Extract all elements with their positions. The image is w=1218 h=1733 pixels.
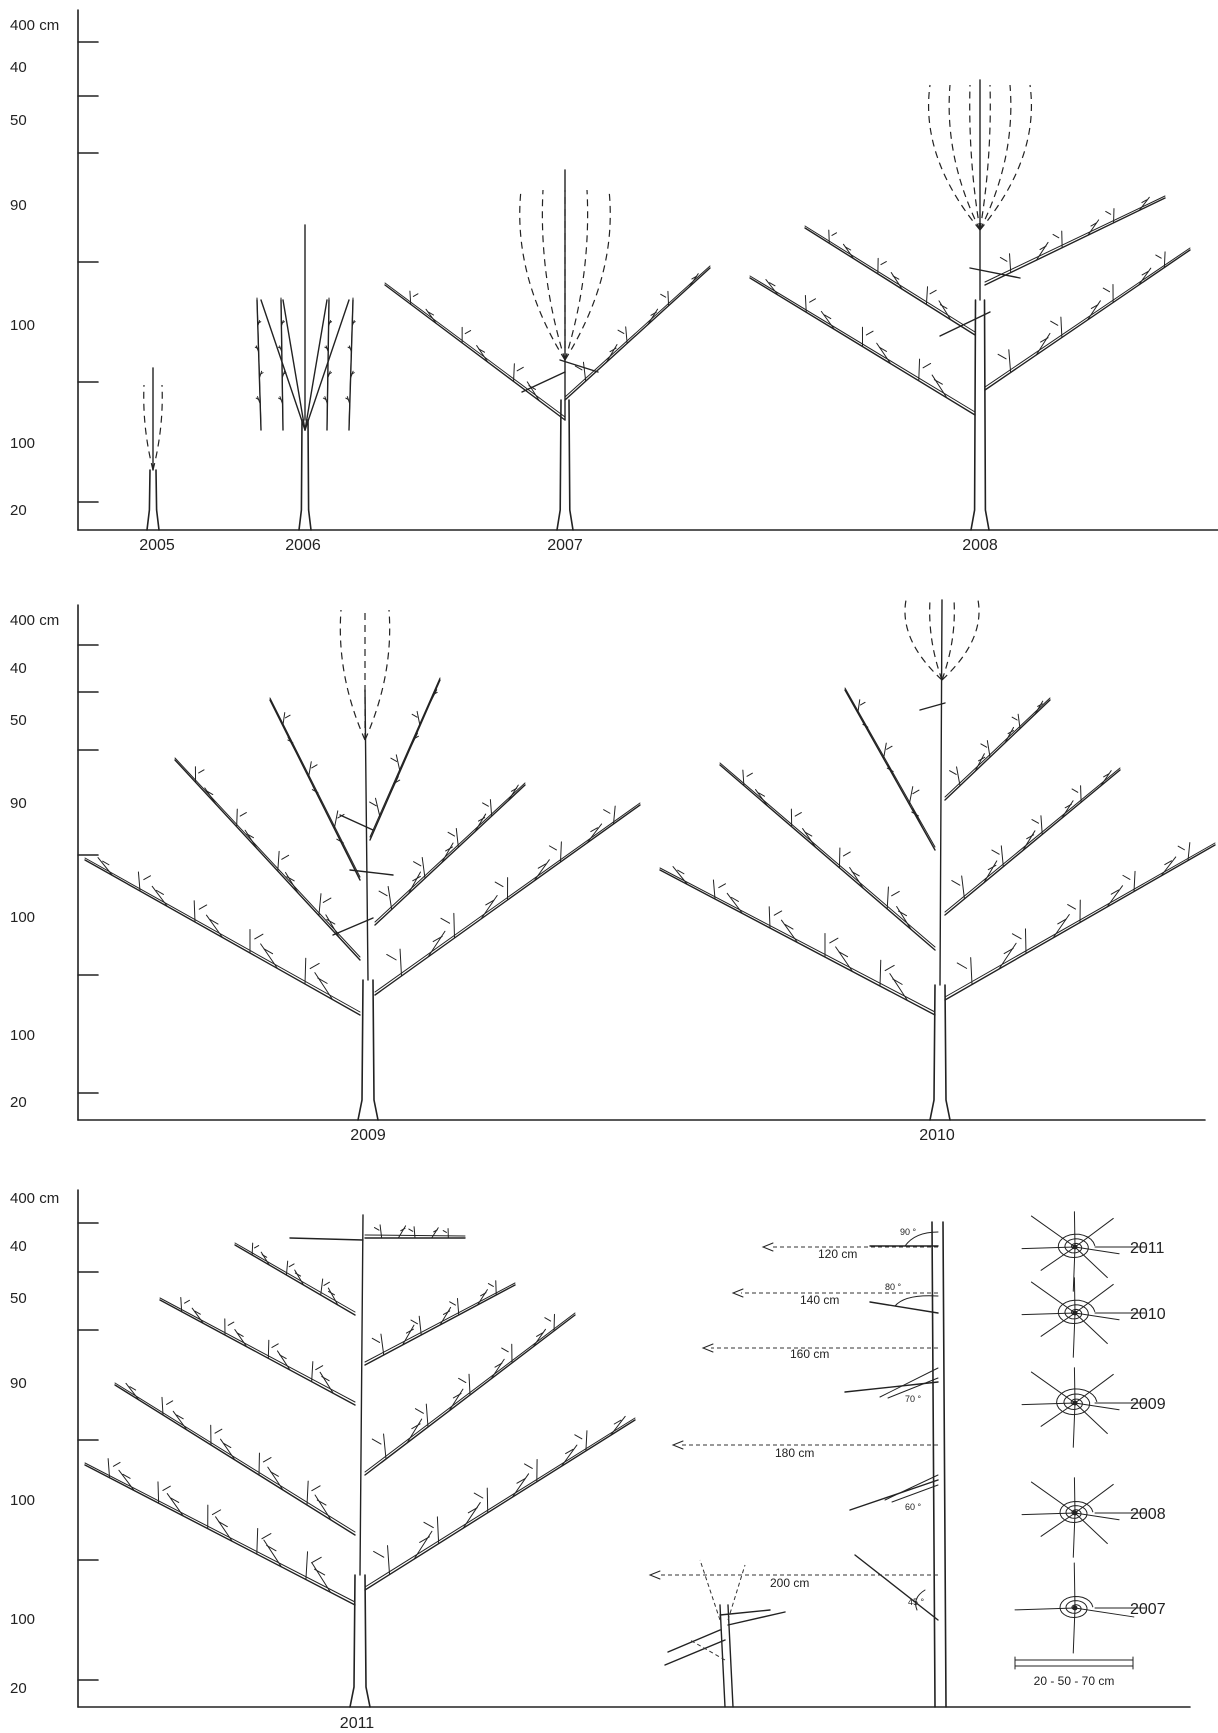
year-label: 2007 <box>547 537 583 554</box>
y-axis-label: 40 <box>10 1238 27 1255</box>
scale-bar-label: 20 - 50 - 70 cm <box>1034 1674 1115 1688</box>
distance-label: 160 cm <box>790 1347 829 1361</box>
y-axis-label: 40 <box>10 59 27 76</box>
tree-2006 <box>254 224 356 531</box>
angle-label: 70 ° <box>905 1394 922 1404</box>
branch-angle-diagram: 120 cm 140 cm 160 cm 180 cm 200 cm 90 ° 80 ° 70… <box>648 1221 947 1708</box>
spiral-2010: 2010 <box>1021 1277 1166 1358</box>
spiral-year-label: 2009 <box>1130 1396 1166 1413</box>
y-axis-label: 100 <box>10 317 35 334</box>
panel-2-axes: 400 cm 40 50 90 100 100 20 <box>10 604 1206 1121</box>
year-label: 2009 <box>350 1127 386 1144</box>
y-axis-label: 90 <box>10 197 27 214</box>
distance-label: 140 cm <box>800 1293 839 1307</box>
y-axis-label: 400 cm <box>10 17 59 34</box>
y-axis-label: 50 <box>10 1290 27 1307</box>
y-axis-label: 20 <box>10 1680 27 1697</box>
spiral-year-label: 2010 <box>1130 1306 1166 1323</box>
tree-2008 <box>749 79 1191 531</box>
y-axis-label: 100 <box>10 435 35 452</box>
y-axis-label: 40 <box>10 660 27 677</box>
year-label: 2011 <box>340 1715 375 1732</box>
panel-3-axes: 400 cm 40 50 90 100 100 20 <box>10 1189 1191 1708</box>
y-axis-label: 100 <box>10 1027 35 1044</box>
y-axis-label: 100 <box>10 909 35 926</box>
year-label: 2010 <box>919 1127 955 1144</box>
y-axis-label: 90 <box>10 1375 27 1392</box>
year-label: 2005 <box>139 537 175 554</box>
y-axis-label: 100 <box>10 1611 35 1628</box>
y-axis-label: 100 <box>10 1492 35 1509</box>
y-axis-label: 400 cm <box>10 1190 59 1207</box>
distance-label: 120 cm <box>818 1247 857 1261</box>
angle-label: 60 ° <box>905 1502 922 1512</box>
y-axis-label: 90 <box>10 795 27 812</box>
tree-2010 <box>659 599 1216 1121</box>
spiral-year-label: 2007 <box>1130 1601 1166 1618</box>
spiral-year-label: 2011 <box>1130 1240 1165 1257</box>
tree-2009 <box>84 609 641 1121</box>
distance-label: 200 cm <box>770 1576 809 1590</box>
y-axis-label: 20 <box>10 1094 27 1111</box>
distance-label: 180 cm <box>775 1446 814 1460</box>
spiral-2008: 2008 <box>1021 1477 1166 1558</box>
year-label: 2008 <box>962 537 998 554</box>
tree-2007 <box>384 169 711 531</box>
spiral-2011: 2011 <box>1021 1211 1165 1292</box>
tree-2011 <box>84 1214 636 1708</box>
spiral-2009: 2009 <box>1021 1367 1166 1448</box>
y-axis-label: 400 cm <box>10 612 59 629</box>
y-axis-label: 50 <box>10 712 27 729</box>
angle-label: 90 ° <box>900 1227 917 1237</box>
spiral-2007: 2007 <box>1014 1562 1166 1654</box>
y-axis-label: 50 <box>10 112 27 129</box>
year-label: 2006 <box>285 537 321 554</box>
panel-1-axes: 400 cm 40 50 90 100 100 20 <box>10 9 1218 531</box>
angle-label: 80 ° <box>885 1282 902 1292</box>
scale-bar: 20 - 50 - 70 cm <box>1014 1656 1134 1688</box>
tree-2005 <box>143 367 163 531</box>
y-axis-label: 20 <box>10 502 27 519</box>
spiral-year-label: 2008 <box>1130 1506 1166 1523</box>
grafting-sketch <box>664 1559 786 1708</box>
spiral-legend: 2011 2010 2009 2008 2007 <box>1014 1211 1166 1654</box>
angle-label: 45 ° <box>908 1597 925 1607</box>
